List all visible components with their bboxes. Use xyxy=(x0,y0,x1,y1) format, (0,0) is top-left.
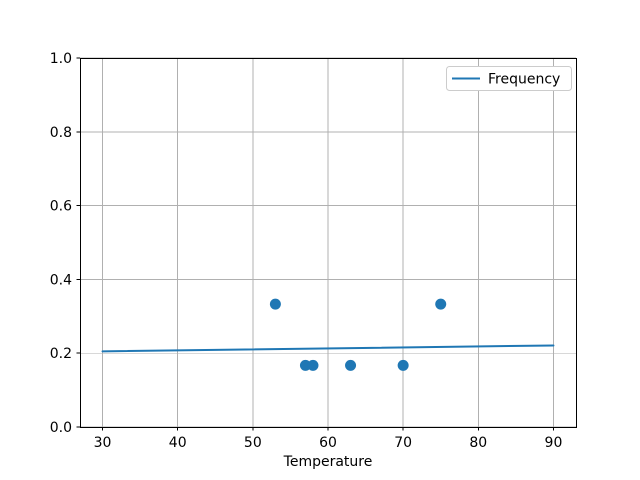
x-tick-label: 90 xyxy=(545,435,563,451)
scatter-point xyxy=(307,359,319,371)
scatter-point xyxy=(397,359,409,371)
scatter-point xyxy=(299,359,311,371)
y-tick-label: 0.6 xyxy=(50,199,72,215)
scatter-point xyxy=(345,359,357,371)
x-tick-label: 50 xyxy=(244,435,262,451)
x-axis-label: Temperature xyxy=(283,454,373,470)
legend-label: Frequency xyxy=(488,72,560,88)
x-tick-label: 80 xyxy=(469,435,487,451)
y-tick-label: 0.8 xyxy=(50,125,72,141)
y-tick-label: 1.0 xyxy=(50,51,72,67)
scatter-point xyxy=(269,298,281,310)
y-tick-label: 0.2 xyxy=(50,346,72,362)
x-tick-label: 30 xyxy=(94,435,112,451)
frequency-line xyxy=(101,344,555,353)
y-tick-label: 0.0 xyxy=(50,420,72,436)
x-tick-label: 60 xyxy=(319,435,337,451)
y-tick-label: 0.4 xyxy=(50,272,72,288)
scatter-point xyxy=(435,298,447,310)
x-tick-label: 70 xyxy=(394,435,412,451)
x-tick-label: 40 xyxy=(169,435,187,451)
axes-frame xyxy=(80,58,577,428)
legend-box xyxy=(446,66,572,91)
